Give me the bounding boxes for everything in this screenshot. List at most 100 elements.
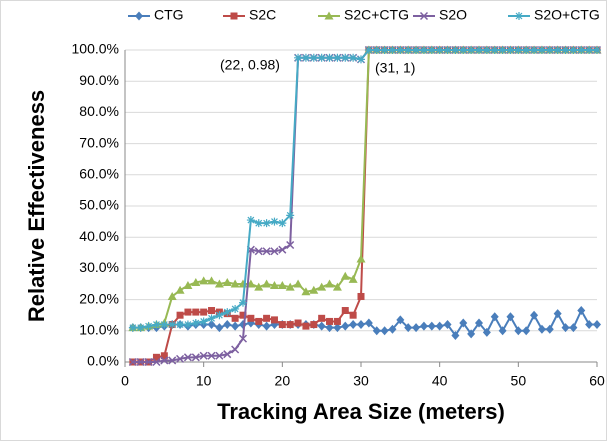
annotation: (31, 1): [375, 60, 415, 76]
marker: [301, 287, 311, 296]
marker: [152, 357, 161, 367]
marker: [380, 46, 389, 54]
marker: [160, 320, 169, 329]
marker: [223, 320, 232, 330]
marker: [419, 46, 428, 54]
y-tick-label: 50.0%: [79, 197, 119, 213]
y-tick-label: 20.0%: [79, 290, 119, 306]
marker: [144, 357, 153, 367]
marker: [325, 279, 335, 288]
marker: [380, 326, 389, 336]
marker: [200, 308, 208, 316]
marker: [514, 326, 523, 336]
marker: [239, 311, 247, 319]
marker: [223, 308, 232, 317]
marker: [199, 351, 208, 360]
marker: [585, 46, 594, 54]
marker: [286, 321, 294, 329]
marker: [333, 323, 342, 333]
marker: [561, 323, 570, 333]
marker: [357, 320, 365, 330]
marker: [372, 46, 381, 54]
marker: [168, 320, 177, 329]
x-tick-label: 30: [353, 373, 369, 389]
marker: [309, 285, 319, 294]
marker: [451, 46, 460, 54]
marker: [270, 247, 279, 256]
marker: [522, 46, 531, 54]
legend-marker: [515, 12, 523, 20]
marker: [333, 317, 341, 325]
marker: [537, 46, 546, 54]
y-tick-label: 100.0%: [72, 41, 119, 57]
marker: [364, 46, 373, 54]
marker: [247, 314, 255, 322]
y-tick-label: 60.0%: [79, 166, 119, 182]
marker: [435, 321, 444, 331]
legend-label: S2O+CTG: [534, 7, 600, 23]
marker: [176, 354, 185, 363]
marker: [144, 322, 153, 331]
x-tick-label: 40: [432, 373, 448, 389]
marker: [231, 321, 240, 331]
marker: [309, 53, 318, 62]
y-tick-label: 30.0%: [79, 259, 119, 275]
marker: [238, 334, 248, 343]
x-tick-label: 60: [589, 373, 605, 389]
marker: [285, 282, 295, 291]
marker: [152, 353, 160, 361]
marker: [443, 320, 452, 330]
marker: [183, 353, 192, 362]
marker: [302, 322, 310, 330]
marker: [192, 308, 200, 316]
marker: [207, 314, 216, 323]
marker: [349, 53, 358, 62]
marker: [286, 240, 295, 250]
marker: [357, 55, 365, 64]
marker: [191, 353, 200, 362]
marker: [545, 324, 554, 334]
marker: [128, 323, 137, 332]
y-tick-label: 0.0%: [87, 353, 119, 369]
marker: [537, 324, 546, 334]
y-tick-label: 70.0%: [79, 134, 119, 150]
marker: [435, 46, 444, 54]
marker: [128, 357, 137, 367]
marker: [514, 46, 523, 54]
marker: [152, 320, 161, 329]
marker: [160, 352, 168, 360]
marker: [459, 318, 468, 328]
legend-label: S2C+CTG: [344, 7, 409, 23]
marker: [230, 279, 240, 288]
marker: [585, 320, 594, 330]
marker: [317, 282, 327, 291]
marker: [317, 53, 326, 62]
marker: [569, 46, 578, 54]
marker: [372, 326, 381, 336]
y-tick-label: 10.0%: [79, 322, 119, 338]
y-axis-title: Relative Effectiveness: [24, 90, 49, 322]
marker: [506, 312, 515, 322]
marker: [301, 53, 310, 62]
marker: [404, 46, 413, 54]
legend-label: S2O: [439, 7, 467, 23]
marker: [467, 329, 476, 339]
marker: [176, 311, 184, 319]
marker: [207, 320, 216, 330]
marker: [475, 46, 483, 54]
marker: [593, 320, 601, 330]
marker: [160, 356, 169, 365]
marker: [569, 323, 578, 333]
marker: [412, 323, 421, 333]
marker: [136, 323, 145, 332]
marker: [318, 314, 326, 322]
legend-label: CTG: [154, 7, 184, 23]
marker: [577, 306, 586, 316]
marker: [349, 311, 357, 319]
marker: [341, 307, 349, 315]
marker: [278, 245, 287, 254]
marker: [310, 321, 318, 329]
marker: [191, 277, 201, 286]
marker: [553, 309, 562, 319]
marker: [270, 217, 279, 226]
